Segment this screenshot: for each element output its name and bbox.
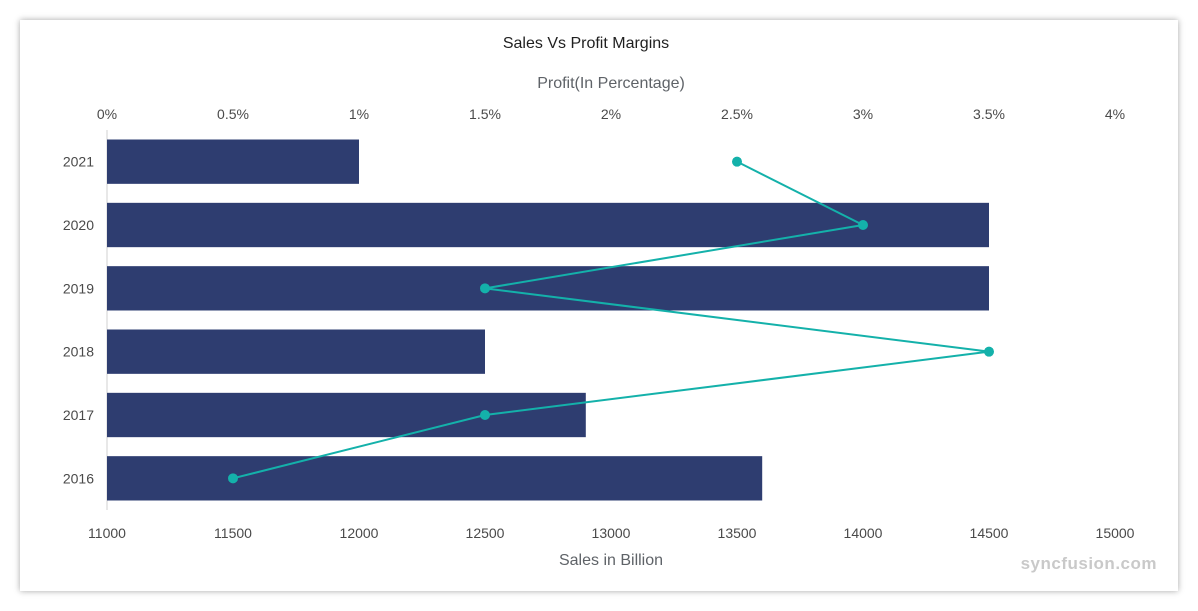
profit-point[interactable] bbox=[480, 410, 490, 420]
y-axis-category-label: 2019 bbox=[63, 280, 94, 296]
line-series bbox=[228, 156, 994, 484]
y-axis-category-label: 2020 bbox=[63, 217, 94, 233]
bar-series bbox=[107, 139, 989, 501]
bottom-axis-title: Sales in Billion bbox=[559, 552, 663, 569]
top-axis-tick-label: 2% bbox=[601, 106, 621, 122]
profit-point[interactable] bbox=[228, 473, 238, 484]
top-axis-tick-label: 2.5% bbox=[721, 106, 753, 122]
y-axis-category-label: 2021 bbox=[63, 154, 94, 170]
top-axis-tick-label: 4% bbox=[1105, 106, 1125, 122]
profit-point[interactable] bbox=[732, 156, 742, 167]
bottom-axis-tick-label: 13000 bbox=[592, 525, 631, 541]
chart-svg: Sales Vs Profit Margins Profit(In Percen… bbox=[63, 35, 1157, 573]
top-axis-tick-label: 1% bbox=[349, 106, 369, 122]
watermark: syncfusion.com bbox=[1021, 554, 1157, 573]
bar[interactable] bbox=[107, 392, 586, 438]
top-axis-tick-label: 1.5% bbox=[469, 106, 501, 122]
top-axis-tick-label: 3% bbox=[853, 106, 873, 122]
chart-title: Sales Vs Profit Margins bbox=[503, 35, 669, 52]
profit-point[interactable] bbox=[480, 283, 490, 294]
profit-line bbox=[232, 160, 990, 480]
bottom-axis-ticks: 11000 11500 12000 12500 13000 13500 14000 14500… bbox=[88, 525, 1135, 541]
y-axis-category-label: 2016 bbox=[63, 470, 94, 486]
bar[interactable] bbox=[107, 202, 989, 248]
bottom-axis-tick-label: 11000 bbox=[88, 525, 126, 541]
chart-card: Sales Vs Profit Margins Profit(In Percen… bbox=[20, 20, 1178, 591]
top-axis-tick-label: 3.5% bbox=[973, 106, 1005, 122]
bar[interactable] bbox=[107, 329, 485, 374]
bottom-axis-tick-label: 12000 bbox=[340, 525, 379, 541]
bottom-axis-tick-label: 12500 bbox=[466, 525, 505, 541]
profit-point[interactable] bbox=[858, 220, 868, 230]
bottom-axis-tick-label: 11500 bbox=[214, 525, 252, 541]
top-axis-ticks: 0% 0.5% 1% 1.5% 2% 2.5% 3% 3.5% 4% bbox=[97, 106, 1125, 122]
y-axis-ticks: 2021 2020 2019 2018 2017 2016 bbox=[63, 154, 94, 487]
top-axis-tick-label: 0.5% bbox=[217, 106, 249, 122]
bottom-axis-tick-label: 15000 bbox=[1096, 525, 1135, 541]
y-axis-category-label: 2017 bbox=[63, 407, 94, 423]
bar[interactable] bbox=[107, 139, 359, 184]
bar[interactable] bbox=[107, 266, 989, 311]
bottom-axis-tick-label: 14000 bbox=[844, 525, 883, 541]
profit-point[interactable] bbox=[984, 346, 994, 357]
top-axis-title: Profit(In Percentage) bbox=[537, 75, 685, 92]
y-axis-category-label: 2018 bbox=[63, 344, 94, 360]
bottom-axis-tick-label: 14500 bbox=[970, 525, 1009, 541]
top-axis-tick-label: 0% bbox=[97, 106, 117, 122]
bottom-axis-tick-label: 13500 bbox=[718, 525, 757, 541]
bar[interactable] bbox=[107, 456, 763, 501]
